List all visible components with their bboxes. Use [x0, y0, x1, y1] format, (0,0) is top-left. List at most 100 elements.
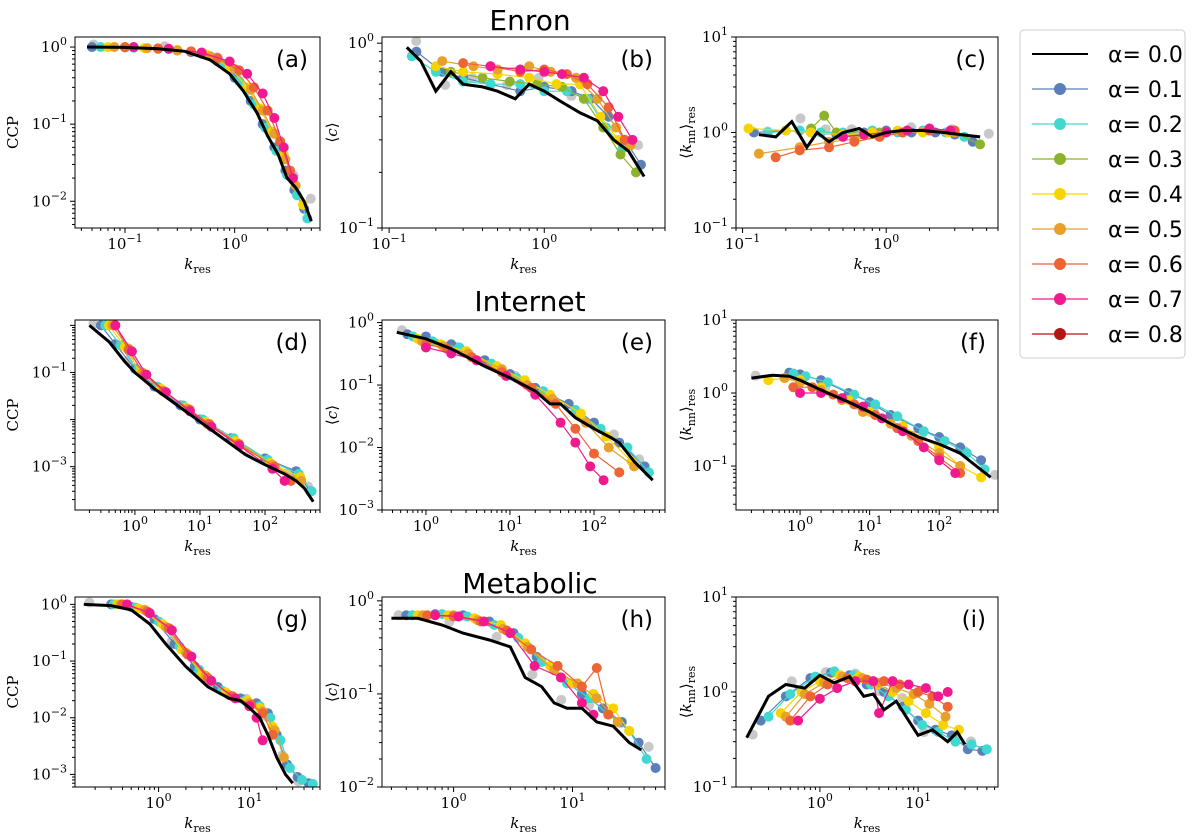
y-axis-label: CCP: [4, 398, 22, 431]
data-point: [824, 142, 835, 153]
data-point: [234, 65, 245, 76]
series-line: [391, 616, 643, 752]
data-point: [477, 72, 488, 83]
data-point: [307, 778, 318, 787]
data-point: [242, 68, 253, 79]
data-point: [814, 693, 825, 704]
x-tick-label: 101: [497, 514, 523, 535]
y-tick-label: 101: [702, 308, 728, 329]
data-point: [575, 408, 586, 419]
x-tick-label: 10−1: [371, 232, 406, 253]
data-point: [934, 455, 945, 466]
series-alpha-0.2: [407, 331, 654, 478]
data-point: [613, 111, 624, 122]
data-point: [515, 79, 526, 90]
series-line: [406, 613, 657, 769]
data-point: [743, 123, 754, 134]
gray-point: [305, 193, 316, 204]
x-tick-label: 100: [122, 514, 148, 535]
legend-marker: [1054, 328, 1066, 340]
data-point: [918, 426, 929, 437]
y-tick-label: 10−1: [32, 112, 67, 133]
data-point: [903, 696, 914, 707]
data-point: [614, 467, 625, 478]
background-points: [84, 597, 304, 787]
data-point: [141, 369, 152, 380]
x-axis-label: kres: [184, 537, 211, 558]
data-point: [555, 672, 566, 683]
series-alpha-0.6: [420, 339, 625, 478]
data-point: [269, 113, 280, 124]
x-axis-label: kres: [184, 814, 211, 835]
data-point: [478, 616, 489, 627]
series-line: [411, 55, 624, 149]
series-line: [88, 324, 315, 503]
x-tick-label: 102: [252, 514, 278, 535]
y-tick-label: 10−1: [32, 360, 67, 381]
data-point: [504, 76, 515, 87]
data-point: [570, 423, 581, 434]
panel-letter: (e): [621, 330, 653, 356]
y-tick-label: 10−1: [339, 216, 374, 237]
legend-marker: [1054, 223, 1066, 235]
data-point: [788, 382, 799, 393]
series-line: [108, 325, 301, 478]
series-line: [435, 65, 619, 141]
data-point: [595, 111, 606, 122]
data-point: [966, 739, 977, 750]
data-point: [529, 660, 540, 671]
x-axis-label: kres: [510, 255, 537, 276]
data-point: [849, 136, 860, 147]
panel-h: 100 101 100 10−1 10−2 kres ⟨c⟩ (h): [323, 589, 666, 835]
data-point: [981, 744, 992, 755]
x-axis-label: kres: [184, 255, 211, 276]
data-point: [938, 719, 949, 730]
legend-entry: α= 0.6: [1032, 253, 1183, 278]
y-tick-label: 10−2: [32, 189, 67, 210]
legend-marker: [1054, 83, 1066, 95]
gray-point: [527, 669, 538, 680]
data-point: [950, 468, 961, 479]
x-tick-label: 102: [581, 514, 607, 535]
panel-letter: (f): [960, 330, 986, 356]
panel-f: 100 101 102 101 100 10−1 kres ⟨knn⟩res (f): [677, 308, 999, 558]
data-point: [612, 716, 623, 727]
legend-entry: α= 0.7: [1032, 288, 1183, 313]
series-alpha-0.6: [119, 42, 296, 176]
x-tick-label: 100: [441, 791, 467, 812]
gray-point: [989, 469, 998, 480]
data-point: [166, 625, 177, 636]
y-axis-label: ⟨c⟩: [323, 682, 341, 702]
data-point: [485, 61, 496, 72]
data-point: [458, 66, 469, 77]
y-tick-label: 100: [702, 680, 728, 701]
series-line: [745, 673, 967, 746]
gray-point: [634, 454, 645, 465]
x-axis-label: kres: [510, 814, 537, 835]
data-point: [126, 346, 137, 357]
data-point: [624, 725, 635, 736]
data-point: [913, 687, 924, 697]
series-line: [114, 46, 297, 186]
data-point: [794, 145, 805, 156]
panel-d: 100 101 102 10−1 10−3 kres CCP (d): [4, 319, 321, 558]
row-title-metabolic: Metabolic: [462, 567, 597, 600]
data-point: [585, 461, 596, 472]
y-tick-label: 100: [348, 589, 374, 610]
panel-letter: (b): [620, 47, 653, 73]
panel-letter: (c): [955, 47, 986, 73]
series-line: [758, 119, 981, 151]
series-alpha-0.7: [430, 610, 599, 720]
data-point: [551, 79, 562, 90]
series-alpha-0: [86, 45, 313, 222]
legend-marker: [1054, 258, 1066, 270]
data-point: [284, 762, 295, 773]
x-tick-label: 101: [905, 791, 931, 812]
legend-label: α= 0.5: [1108, 218, 1183, 243]
data-point: [257, 735, 268, 746]
data-point: [570, 437, 581, 448]
y-tick-label: 10−1: [693, 454, 728, 475]
data-point: [903, 679, 914, 690]
data-point: [563, 398, 574, 409]
data-point: [524, 61, 535, 72]
